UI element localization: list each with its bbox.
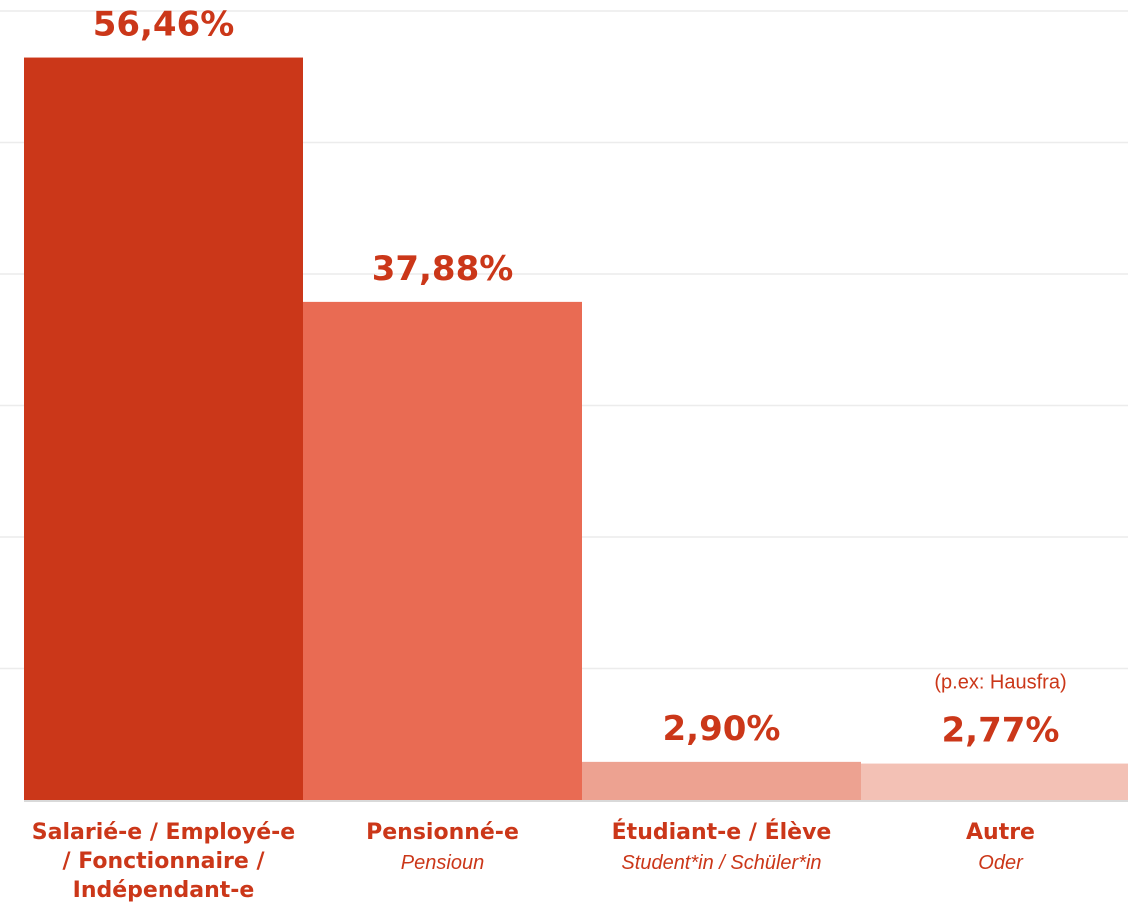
- value-labels: 56,46% 37,88% 2,90% 2,77% (p.ex: Hausfra): [93, 5, 1067, 751]
- annotation-note: (p.ex: Hausfra): [934, 672, 1066, 694]
- value-label: 37,88%: [372, 249, 514, 289]
- category-label-autre: Autre Oder: [861, 818, 1128, 877]
- bar: [582, 761, 861, 800]
- bar: [24, 57, 303, 800]
- category-label-pensionne: Pensionné-e Pensioun: [303, 818, 582, 877]
- category-label-salarie: Salarié-e / Employé-e / Fonctionnaire / …: [24, 818, 303, 905]
- bar: [303, 301, 582, 800]
- category-title: Autre: [966, 820, 1035, 845]
- value-label: 2,90%: [663, 709, 781, 749]
- category-title: Salarié-e / Employé-e / Fonctionnaire / …: [31, 820, 296, 903]
- value-label: 56,46%: [93, 5, 235, 45]
- category-title: Pensionné-e: [366, 820, 519, 845]
- category-subtitle: Student*in / Schüler*in: [621, 852, 822, 874]
- bars: [24, 57, 1128, 800]
- value-label: 2,77%: [942, 711, 1060, 751]
- category-subtitle: Oder: [978, 852, 1023, 874]
- category-title: Étudiant-e / Élève: [611, 820, 832, 845]
- category-subtitle: Pensioun: [400, 852, 485, 874]
- bar: [861, 763, 1128, 800]
- category-label-etudiant: Étudiant-e / Élève Student*in / Schüler*…: [582, 818, 861, 877]
